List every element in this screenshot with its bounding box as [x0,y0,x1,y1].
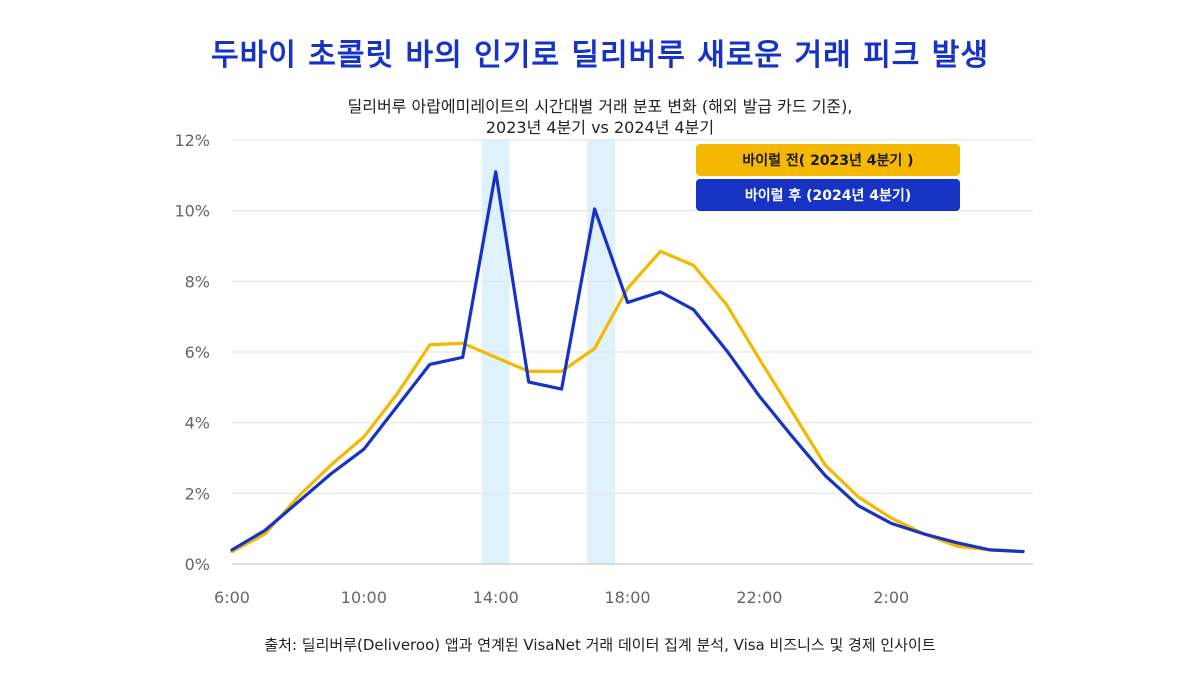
x-tick-label: 10:00 [341,588,387,607]
y-tick-label: 2% [185,484,210,503]
legend: 바이럴 전( 2023년 4분기 ) 바이럴 후 (2024년 4분기) [696,144,960,211]
legend-swatch [696,179,960,211]
legend-swatch [696,144,960,176]
legend-label: 바이럴 전( 2023년 4분기 ) [742,152,913,169]
legend-item-after: 바이럴 후 (2024년 4분기) [696,179,960,211]
subtitle-line-1: 딜리버루 아랍에미레이트의 시간대별 거래 분포 변화 (해외 발급 카드 기준… [347,97,853,116]
legend-label: 바이럴 후 (2024년 4분기) [745,187,911,204]
legend-item-before: 바이럴 전( 2023년 4분기 ) [696,144,960,176]
y-tick-label: 4% [185,414,210,433]
chart-subtitle: 딜리버루 아랍에미레이트의 시간대별 거래 분포 변화 (해외 발급 카드 기준… [0,96,1200,138]
x-axis-ticks: 6:00 10:00 14:00 18:00 22:00 2:00 [214,588,909,607]
source-note: 출처: 딜리버루(Deliveroo) 앱과 연계된 VisaNet 거래 데이… [264,636,936,654]
series-line-before [230,249,1025,554]
y-tick-label: 10% [174,202,210,221]
x-tick-label: 6:00 [214,588,250,607]
chart-title: 두바이 초콜릿 바의 인기로 딜리버루 새로운 거래 피크 발생 [211,38,989,73]
series-lines [230,170,1025,554]
y-axis-ticks: 0% 2% 4% 6% 8% 10% 12% [174,131,210,574]
y-tick-label: 6% [185,343,210,362]
x-tick-label: 2:00 [873,588,909,607]
x-tick-label: 14:00 [473,588,519,607]
x-tick-label: 22:00 [736,588,782,607]
y-tick-label: 8% [185,272,210,291]
y-tick-label: 12% [174,131,210,150]
y-tick-label: 0% [185,555,210,574]
x-tick-label: 18:00 [605,588,651,607]
series-line-after [230,170,1025,554]
subtitle-line-2: 2023년 4분기 vs 2024년 4분기 [485,118,715,137]
